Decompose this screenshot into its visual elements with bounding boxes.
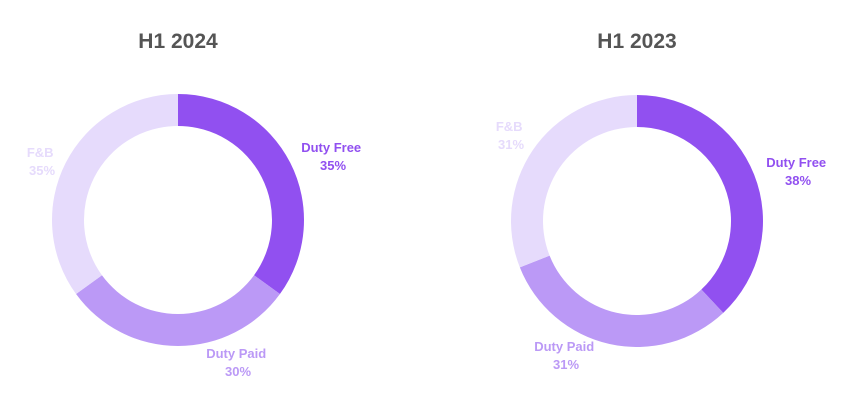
slice-duty-free — [178, 94, 305, 295]
chart-title: H1 2024 — [138, 30, 218, 53]
slice-duty-paid — [76, 275, 280, 346]
slice-fnb — [51, 94, 179, 295]
chart-title: H1 2023 — [597, 30, 676, 53]
slice-duty-free — [637, 95, 763, 313]
slice-label-duty-free: Duty Free 35% — [301, 140, 365, 173]
slice-duty-paid — [519, 255, 724, 347]
slice-label-duty-paid: Duty Paid 30% — [206, 346, 270, 379]
chart-h1-2024: H1 2024 Duty Free 35% Duty Paid 30% F&B … — [27, 30, 365, 379]
slice-label-fnb: F&B 35% — [27, 145, 57, 178]
slice-label-fnb: F&B 31% — [496, 119, 526, 152]
slice-label-duty-free: Duty Free 38% — [766, 155, 830, 188]
chart-h1-2023: H1 2023 Duty Free 38% Duty Paid 31% F&B … — [496, 30, 830, 372]
slice-fnb — [510, 95, 637, 268]
slice-label-duty-paid: Duty Paid 31% — [534, 339, 598, 372]
